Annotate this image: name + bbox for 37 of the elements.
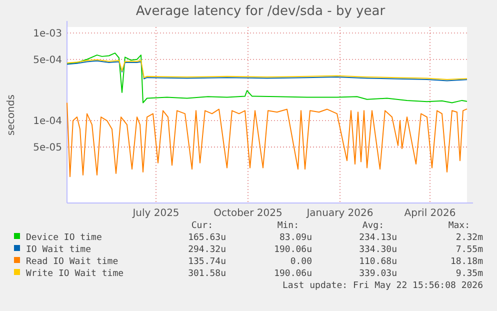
text: 2.32m [456, 233, 483, 243]
legend-label: IO Wait time [26, 245, 92, 255]
text: Avg: [362, 221, 384, 231]
text: 190.06u [274, 269, 312, 279]
text: 339.03u [359, 269, 397, 279]
y-tick-label: 1e-04 [33, 116, 62, 128]
text: 83.09u [279, 233, 312, 243]
y-tick-label: 5e-05 [33, 142, 62, 154]
text: Max: [448, 221, 470, 231]
legend-label: Read IO Wait time [26, 257, 118, 267]
text: 18.18m [450, 257, 483, 267]
line-series [66, 52, 468, 104]
text: 110.68u [359, 257, 397, 267]
text: 294.32u [188, 245, 226, 255]
text: 0.00 [290, 257, 312, 267]
text: 135.74u [188, 257, 226, 267]
x-tick-label: April 2026 [404, 208, 456, 219]
text: 165.63u [188, 233, 226, 243]
chart-title: Average latency for /dev/sda - by year [136, 4, 386, 19]
text: 234.13u [359, 233, 397, 243]
text: 7.55m [456, 245, 483, 255]
x-tick-label: January 2026 [306, 208, 374, 219]
y-tick-label: 1e-03 [33, 28, 62, 40]
x-tick-label: July 2025 [132, 208, 180, 219]
y-axis-title: seconds [6, 94, 17, 136]
text: 190.06u [274, 245, 312, 255]
text: Last update: Fri May 22 15:56:08 2026 [282, 281, 483, 291]
text: Cur: [191, 221, 213, 231]
y-tick-label: 5e-04 [33, 54, 62, 66]
text: 334.30u [359, 245, 397, 255]
text: 9.35m [456, 269, 483, 279]
text: 301.58u [188, 269, 226, 279]
x-tick-label: October 2025 [214, 208, 282, 219]
legend-label: Device IO time [26, 233, 102, 243]
text: Min: [277, 221, 299, 231]
line-series [66, 102, 468, 178]
legend-label: Write IO Wait time [26, 269, 124, 279]
